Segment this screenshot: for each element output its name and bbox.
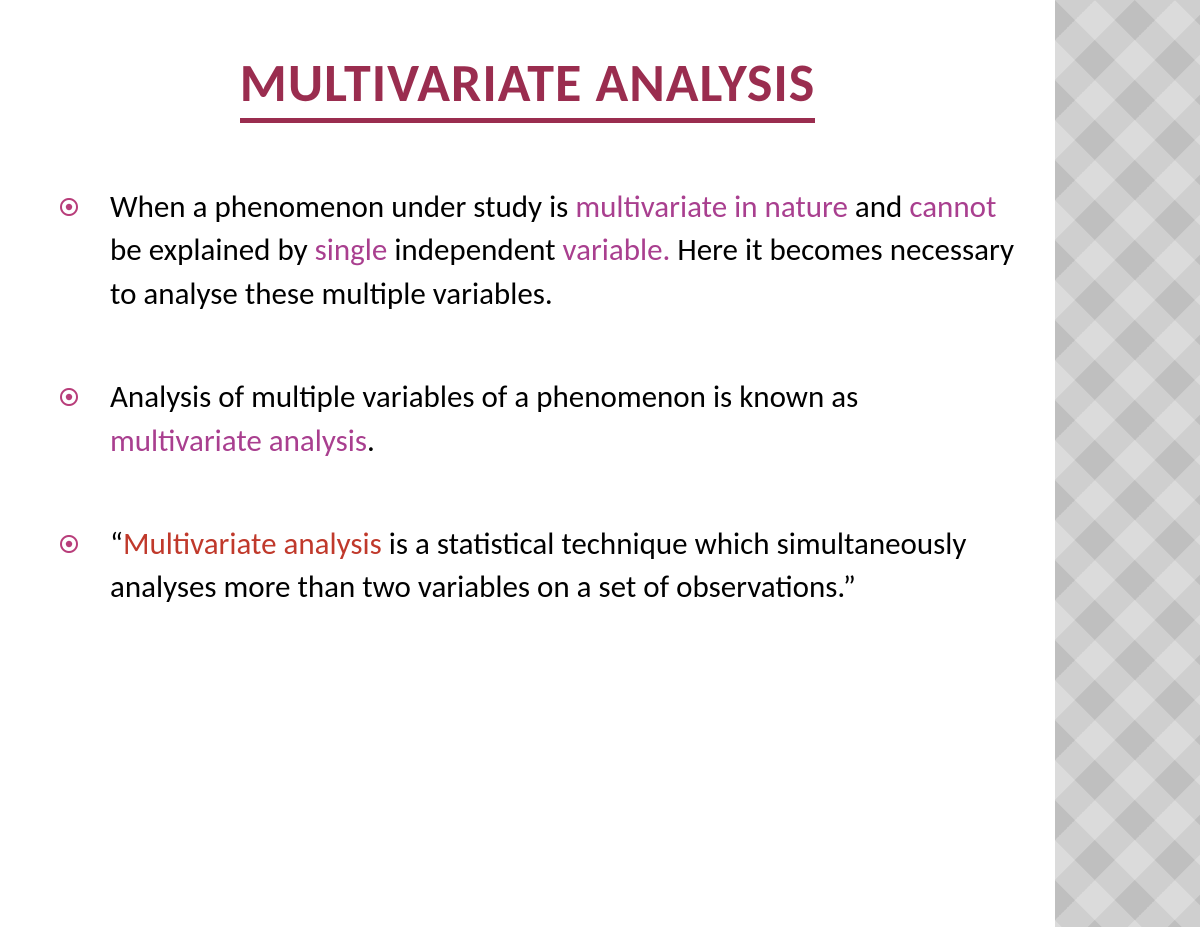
text-segment: When a phenomenon under study is	[110, 188, 575, 226]
target-bullet-icon	[60, 535, 78, 553]
text-segment: variable.	[563, 231, 671, 269]
text-segment: cannot	[909, 188, 996, 226]
slide-content: MULTIVARIATE ANALYSIS When a phenomenon …	[0, 0, 1055, 927]
text-segment: be explained by	[110, 231, 315, 269]
target-bullet-icon	[60, 198, 78, 216]
text-segment: multivariate in nature	[575, 188, 848, 226]
text-segment: independent	[387, 231, 562, 269]
text-segment: multivariate analysis	[110, 422, 367, 460]
list-item: When a phenomenon under study is multiva…	[60, 186, 1015, 316]
list-item: “Multivariate analysis is a statistical …	[60, 523, 1015, 610]
slide-title: MULTIVARIATE ANALYSIS	[0, 50, 1055, 116]
bullet-list: When a phenomenon under study is multiva…	[0, 186, 1055, 610]
text-segment: “	[110, 525, 123, 563]
list-item: Analysis of multiple variables of a phen…	[60, 376, 1015, 463]
target-bullet-icon	[60, 388, 78, 406]
slide-title-text: MULTIVARIATE ANALYSIS	[240, 50, 816, 123]
list-item-text: “Multivariate analysis is a statistical …	[110, 523, 1015, 610]
text-segment: single	[315, 231, 388, 269]
list-item-text: Analysis of multiple variables of a phen…	[110, 376, 1015, 463]
text-segment: Analysis of multiple variables of a phen…	[110, 378, 858, 416]
text-segment: Multivariate analysis	[123, 525, 382, 563]
list-item-text: When a phenomenon under study is multiva…	[110, 186, 1015, 316]
decorative-sidebar	[1055, 0, 1200, 927]
text-segment: and	[848, 188, 909, 226]
text-segment: .	[367, 422, 375, 460]
